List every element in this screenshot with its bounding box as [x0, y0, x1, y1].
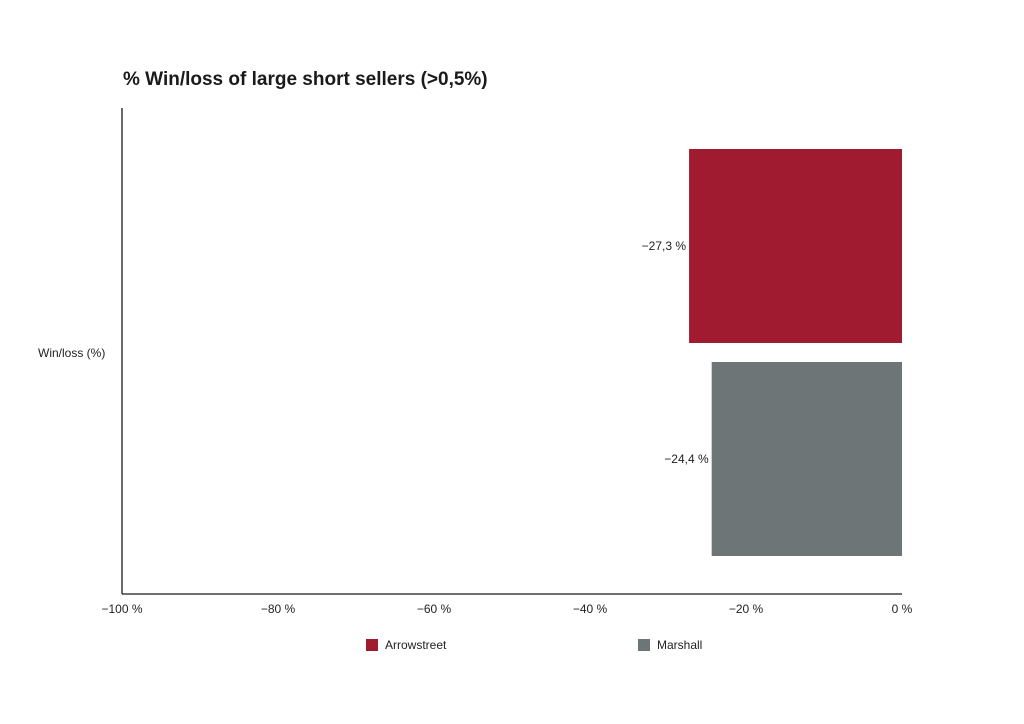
- x-tick-label: −40 %: [573, 602, 608, 616]
- x-tick-label: −20 %: [729, 602, 764, 616]
- chart-title: % Win/loss of large short sellers (>0,5%…: [123, 69, 488, 90]
- bar-arrowstreet: [689, 149, 902, 343]
- legend-item-arrowstreet: Arrowstreet: [366, 638, 446, 652]
- x-tick-labels: −100 % −80 % −60 % −40 % −20 % 0 %: [101, 602, 912, 616]
- bar-value-label-marshall: −24,4 %: [664, 452, 709, 466]
- legend: Arrowstreet Marshall: [0, 638, 1024, 658]
- bar-value-label-arrowstreet: −27,3 %: [642, 239, 687, 253]
- legend-item-marshall: Marshall: [638, 638, 702, 652]
- legend-label: Marshall: [657, 638, 703, 652]
- legend-label: Arrowstreet: [385, 638, 447, 652]
- legend-swatch: [638, 639, 650, 651]
- x-tick-label: 0 %: [892, 602, 913, 616]
- x-tick-label: −100 %: [101, 602, 142, 616]
- x-tick-label: −80 %: [261, 602, 296, 616]
- y-axis-label: Win/loss (%): [38, 346, 105, 360]
- legend-swatch: [366, 639, 378, 651]
- bars-group: −27,3 % −24,4 %: [642, 149, 902, 556]
- bar-marshall: [711, 362, 902, 556]
- x-tick-label: −60 %: [417, 602, 452, 616]
